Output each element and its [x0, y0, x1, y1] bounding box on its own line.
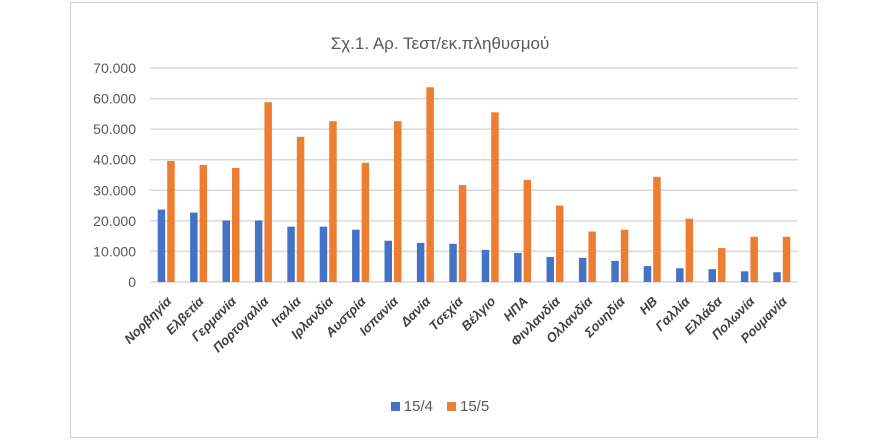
- bar-15-5: [232, 167, 240, 282]
- bar-15-4: [611, 260, 619, 282]
- y-tick-label: 10.000: [93, 243, 136, 259]
- x-tick-label: Τσεχία: [426, 293, 467, 334]
- bar-15-5: [394, 121, 402, 283]
- bar-15-5: [426, 87, 434, 282]
- bar-15-4: [254, 220, 263, 282]
- bar-15-4: [416, 242, 425, 282]
- bar-15-4: [676, 268, 684, 282]
- x-tick-label: Βέλγιο: [458, 293, 498, 333]
- bar-15-5: [653, 176, 661, 282]
- bar-15-4: [708, 269, 716, 282]
- y-tick-label: 60.000: [93, 91, 136, 107]
- bar-15-4: [773, 272, 781, 282]
- legend-swatch-blue: [390, 402, 400, 411]
- y-tick-label: 70.000: [93, 60, 136, 76]
- legend-item-15-4: 15/4: [390, 398, 433, 415]
- bar-15-5: [750, 236, 758, 282]
- bar-15-5: [361, 162, 370, 282]
- bar-15-4: [157, 209, 166, 282]
- bar-15-5: [685, 218, 694, 282]
- bar-15-5: [491, 112, 499, 282]
- legend-label: 15/4: [403, 398, 433, 415]
- bar-15-5: [620, 229, 629, 282]
- bar-15-4: [384, 240, 392, 282]
- legend-label: 15/5: [460, 398, 490, 415]
- y-tick-label: 40.000: [93, 152, 136, 168]
- legend-swatch-orange: [447, 402, 456, 411]
- bar-15-5: [296, 136, 305, 282]
- x-tick-label: Νορβηγία: [121, 293, 175, 347]
- bar-15-4: [190, 212, 198, 282]
- y-tick-label: 0: [128, 274, 136, 290]
- bar-15-4: [449, 243, 457, 282]
- bar-15-4: [643, 266, 652, 282]
- chart-frame: [70, 2, 818, 438]
- bar-15-4: [287, 226, 295, 282]
- bar-15-4: [352, 229, 360, 282]
- bar-15-5: [523, 179, 532, 282]
- bar-15-5: [329, 121, 337, 283]
- chart-title: Σχ.1. Αρ. Τεστ/εκ.πληθυσμού: [330, 34, 550, 53]
- bar-15-4: [319, 226, 328, 282]
- bar-15-5: [167, 160, 175, 282]
- y-tick-label: 50.000: [93, 121, 136, 137]
- bar-15-4: [222, 220, 230, 282]
- y-tick-label: 20.000: [93, 213, 136, 229]
- legend: 15/4 15/5: [0, 398, 880, 415]
- bar-15-5: [264, 102, 272, 283]
- bar-15-5: [588, 231, 596, 282]
- bar-15-5: [782, 236, 791, 282]
- legend-item-15-5: 15/5: [447, 398, 489, 415]
- bar-15-5: [458, 185, 467, 282]
- bar-15-5: [199, 164, 208, 282]
- y-tick-label: 30.000: [93, 182, 136, 198]
- bar-15-4: [514, 252, 522, 282]
- bar-15-5: [718, 248, 726, 282]
- bar-15-4: [740, 271, 749, 282]
- bar-15-5: [556, 205, 564, 282]
- bar-15-4: [578, 257, 587, 282]
- bar-15-4: [481, 249, 490, 282]
- x-tick-label: ΗΒ: [636, 294, 660, 318]
- bar-15-4: [546, 256, 554, 282]
